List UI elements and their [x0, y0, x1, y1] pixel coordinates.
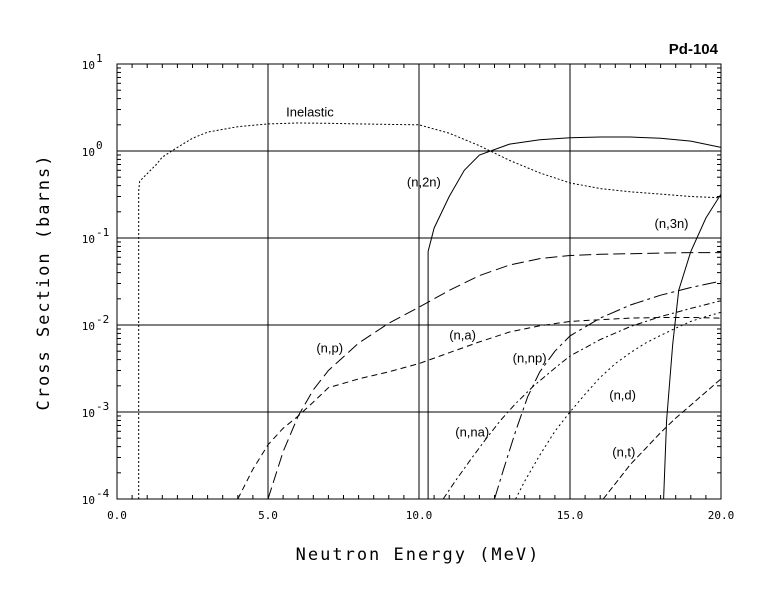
- series-label-n-np: (n,np): [513, 351, 547, 366]
- series-label-n-p: (n,p): [316, 341, 343, 356]
- y-tick-label-exponent: 1: [96, 52, 103, 65]
- series-label-n-a: (n,a): [449, 328, 476, 343]
- series-label-inelastic: Inelastic: [286, 104, 334, 119]
- series-group: [138, 122, 721, 499]
- x-tick-label: 5.0: [258, 509, 278, 522]
- x-tick-label: 0.0: [107, 509, 127, 522]
- y-tick-label-base: 10: [82, 233, 95, 246]
- x-tick-label: 20.0: [708, 509, 735, 522]
- series-line-n-d: [515, 311, 721, 499]
- chart-title: Pd-104: [669, 41, 719, 58]
- series-line-n-np: [494, 280, 721, 499]
- grid-lines: [117, 64, 721, 499]
- series-label-n-2n: (n,2n): [407, 175, 441, 190]
- series-line-n-a: [237, 317, 721, 499]
- y-tick-label-base: 10: [82, 407, 95, 420]
- y-tick-label-base: 10: [82, 59, 95, 72]
- y-tick-label-exponent: -1: [96, 226, 109, 239]
- y-tick-label-exponent: -4: [96, 487, 110, 500]
- series-label-n-na: (n,na): [455, 425, 489, 440]
- x-tick-label: 10.0: [406, 509, 433, 522]
- series-line-n-2n: [427, 136, 721, 499]
- y-tick-label-base: 10: [82, 494, 95, 507]
- y-tick-label-exponent: -3: [96, 400, 109, 413]
- x-axis-label: Neutron Energy (MeV): [296, 545, 541, 565]
- series-label-n-3n: (n,3n): [655, 216, 689, 231]
- series-label-n-d: (n,d): [609, 387, 636, 402]
- y-tick-label-exponent: -2: [96, 313, 109, 326]
- x-tick-label: 15.0: [557, 509, 584, 522]
- y-axis-label: Cross Section (barns): [34, 154, 54, 411]
- y-tick-label-base: 10: [82, 320, 95, 333]
- series-labels: Inelastic (n,2n) (n,3n) (n,p) (n,a) (n,np) (n,…: [286, 104, 688, 459]
- y-tick-label-base: 10: [82, 146, 95, 159]
- series-label-n-t: (n,t): [612, 444, 635, 459]
- series-line-n-na: [442, 300, 721, 499]
- series-line-n-t: [602, 378, 721, 499]
- series-line-n-p: [267, 252, 721, 499]
- y-tick-label-exponent: 0: [96, 139, 103, 152]
